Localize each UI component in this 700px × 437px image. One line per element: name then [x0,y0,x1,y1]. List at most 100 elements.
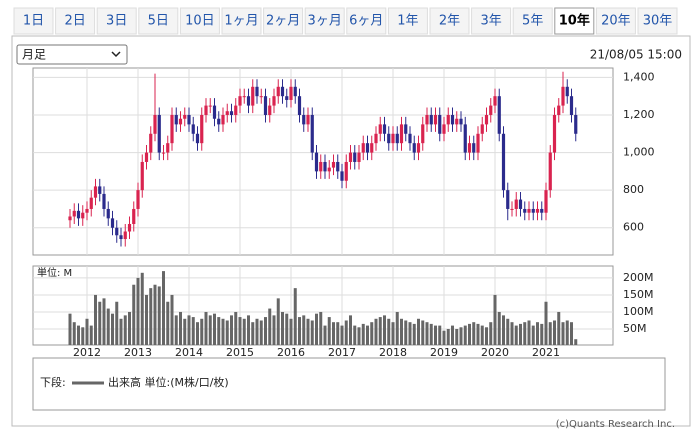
volume-bar [421,320,425,345]
tab[interactable] [55,7,96,35]
volume-bar [442,330,446,345]
candle-body [480,124,484,134]
volume-bar [285,313,289,345]
candle-body [348,152,353,162]
candle-body [310,114,314,153]
candle-body [484,114,489,125]
candle-body [361,143,365,153]
period-select[interactable] [16,44,128,65]
tab[interactable] [138,7,179,35]
tab-label: 1ヶ月 [224,14,258,29]
candle-body [68,216,72,221]
candle-body [174,114,178,125]
tab[interactable] [429,7,470,35]
volume-bar [132,284,136,345]
unit-label: 単位: M [37,266,72,279]
volume-bar [306,318,310,345]
volume-bar [183,318,187,345]
volume-bar [200,318,204,345]
candle-body [438,114,442,134]
volume-bar [221,318,225,345]
candle-body [195,133,200,144]
candle-body [357,152,361,162]
tab[interactable] [13,7,54,35]
y-tick-label: 600 [623,221,644,234]
candle-body [268,105,272,115]
volume-bar [162,271,165,345]
volume-bar [357,327,361,345]
volume-bar [213,313,216,345]
volume-bar [506,318,510,345]
tab[interactable] [637,7,678,35]
candle-body [259,96,263,98]
candle-body [170,114,174,144]
candle-body [395,133,399,144]
volume-bar [468,323,471,345]
volume-bar [451,325,454,345]
volume-bar [251,322,255,345]
volume-bar [502,315,505,345]
tab[interactable] [346,7,387,35]
volume-bar [170,294,174,345]
x-tick-label: 2012 [73,346,101,359]
tab-label: 2年 [439,14,460,29]
volume-bar [519,323,522,345]
tab[interactable] [554,7,595,35]
candle-body [391,133,395,144]
tab[interactable] [304,7,345,35]
candle-body [178,118,183,125]
candle-body [336,161,340,172]
legend-label: 下段: [40,375,66,389]
volume-bar [336,322,340,345]
volume-bar [340,325,344,345]
candle-body [106,208,110,219]
volume-bar [527,320,531,345]
tab[interactable] [512,7,553,35]
volume-bar [425,322,429,345]
tab[interactable] [595,7,636,35]
candle-body [217,118,221,125]
candle-body [467,143,472,153]
volume-bar [570,322,573,345]
tab-label: 20年 [601,14,631,29]
tab[interactable] [263,7,304,35]
candle-body [144,152,149,162]
volume-bar [115,301,119,345]
volume-bar [81,327,85,345]
timestamp: 21/08/05 15:00 [590,48,682,62]
volume-bar [89,325,93,345]
candle-body [476,133,480,153]
candle-body [518,199,523,209]
volume-bar [374,318,378,345]
candle-body [276,86,280,97]
tab[interactable] [221,7,262,35]
candle-body [472,143,476,153]
candle-body [157,114,161,153]
tab[interactable] [179,7,220,35]
tab[interactable] [96,7,137,35]
candle-body [127,223,132,232]
candle-body [340,171,344,181]
select-arrow [111,51,121,58]
candle-body [531,208,535,213]
price-plot [32,67,614,256]
x-tick-label: 2016 [277,346,305,359]
candle-body [425,114,429,125]
candle-body [416,143,421,153]
volume-bar [361,323,365,345]
candle-body [446,114,450,125]
x-tick-label: 2017 [328,346,356,359]
candle-body [463,124,467,153]
volume-bar [391,322,395,345]
volume-bar [106,308,110,345]
candle-body [565,86,569,97]
volume-bar [102,298,106,345]
candle-body [535,208,540,213]
candle-body [501,133,506,191]
volume-bar [281,311,284,345]
tab[interactable] [387,7,428,35]
volume-bar [472,322,476,345]
volume-bar [264,317,267,345]
tab[interactable] [471,7,512,35]
tab-label: 1年 [397,14,418,29]
